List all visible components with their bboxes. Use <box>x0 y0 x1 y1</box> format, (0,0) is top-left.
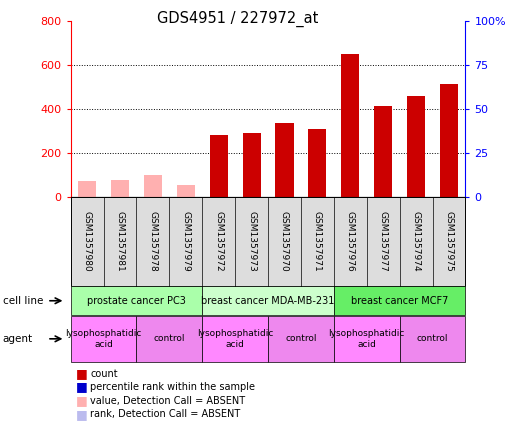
Text: cell line: cell line <box>3 296 43 306</box>
Bar <box>210 135 228 197</box>
Text: ■: ■ <box>76 394 87 407</box>
Text: prostate cancer PC3: prostate cancer PC3 <box>87 296 186 306</box>
Text: ■: ■ <box>76 381 87 393</box>
Text: ■: ■ <box>76 408 87 420</box>
Bar <box>276 123 293 197</box>
Text: GDS4951 / 227972_at: GDS4951 / 227972_at <box>157 11 319 27</box>
Text: ■: ■ <box>76 367 87 380</box>
Text: lysophosphatidic
acid: lysophosphatidic acid <box>65 329 142 349</box>
Text: control: control <box>417 334 448 343</box>
Text: value, Detection Call = ABSENT: value, Detection Call = ABSENT <box>90 396 246 406</box>
Text: control: control <box>154 334 185 343</box>
Text: breast cancer MDA-MB-231: breast cancer MDA-MB-231 <box>201 296 335 306</box>
Text: GSM1357972: GSM1357972 <box>214 211 223 272</box>
Text: count: count <box>90 368 118 379</box>
Text: GSM1357975: GSM1357975 <box>445 211 453 272</box>
Text: GSM1357979: GSM1357979 <box>181 211 190 272</box>
Text: GSM1357977: GSM1357977 <box>379 211 388 272</box>
Text: percentile rank within the sample: percentile rank within the sample <box>90 382 255 392</box>
Text: control: control <box>285 334 317 343</box>
Text: GSM1357970: GSM1357970 <box>280 211 289 272</box>
Text: GSM1357976: GSM1357976 <box>346 211 355 272</box>
Text: GSM1357974: GSM1357974 <box>412 211 420 272</box>
Bar <box>243 133 260 197</box>
Text: GSM1357978: GSM1357978 <box>149 211 157 272</box>
Text: rank, Detection Call = ABSENT: rank, Detection Call = ABSENT <box>90 409 241 419</box>
Text: GSM1357971: GSM1357971 <box>313 211 322 272</box>
Text: breast cancer MCF7: breast cancer MCF7 <box>351 296 448 306</box>
Text: lysophosphatidic
acid: lysophosphatidic acid <box>328 329 405 349</box>
Bar <box>374 106 392 197</box>
Text: GSM1357981: GSM1357981 <box>116 211 124 272</box>
Text: agent: agent <box>3 334 33 344</box>
Text: GSM1357980: GSM1357980 <box>83 211 92 272</box>
Text: lysophosphatidic
acid: lysophosphatidic acid <box>197 329 274 349</box>
Bar <box>144 175 162 197</box>
Bar <box>111 180 129 197</box>
Bar <box>440 84 458 197</box>
Bar <box>78 181 96 197</box>
Bar <box>407 96 425 197</box>
Bar <box>341 54 359 197</box>
Bar <box>309 129 326 197</box>
Bar <box>177 184 195 197</box>
Text: GSM1357973: GSM1357973 <box>247 211 256 272</box>
